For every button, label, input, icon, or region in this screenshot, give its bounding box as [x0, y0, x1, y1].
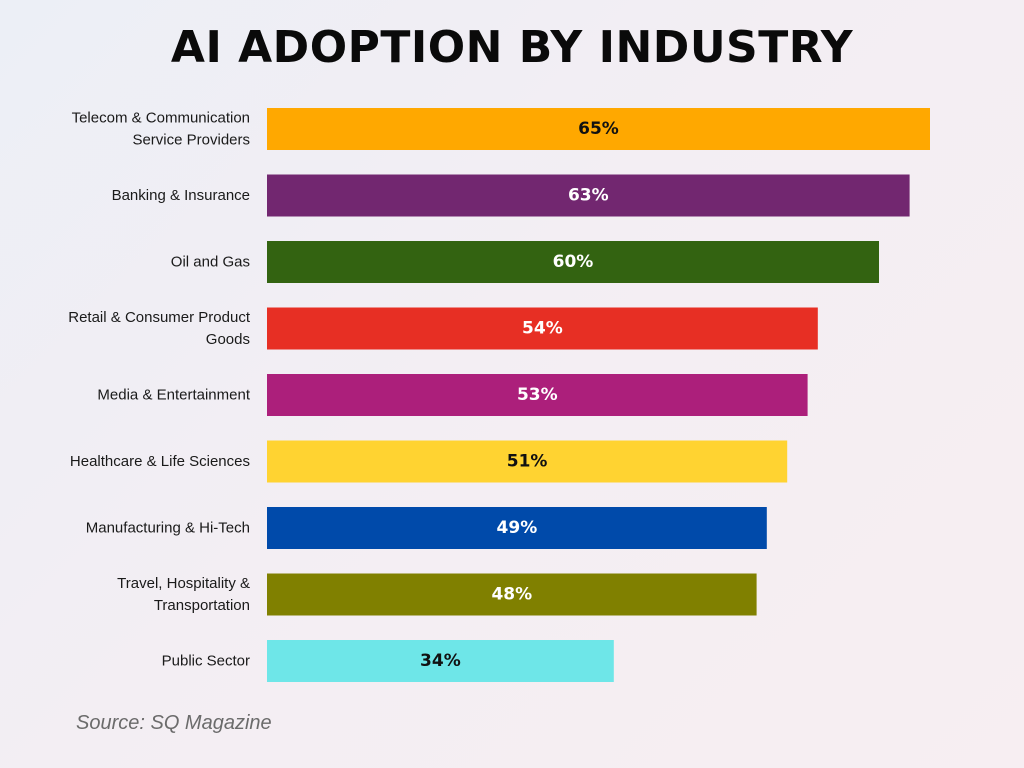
category-label-line: Healthcare & Life Sciences [70, 453, 250, 470]
source-note: Source: SQ Magazine [76, 712, 272, 734]
category-label-line: Media & Entertainment [97, 387, 250, 404]
bar-value-label-1: 65% [578, 119, 619, 139]
bar-value-label-6: 51% [507, 452, 548, 472]
category-label-line: Service Providers [132, 132, 250, 149]
category-label-6: Healthcare & Life Sciences [70, 453, 250, 470]
bar-value-label-3: 60% [553, 252, 594, 272]
category-label-1: Telecom & Communication Service Providers [72, 110, 250, 149]
category-label-line: Retail & Consumer Product [68, 309, 251, 326]
bar-4 [267, 307, 818, 350]
chart-title: AI ADOPTION BY INDUSTRY [170, 22, 854, 73]
category-label-line: Transportation [154, 597, 250, 614]
bar-value-label-7: 49% [497, 518, 538, 538]
category-label-line: Goods [206, 331, 250, 348]
bar-value-label-2: 63% [568, 186, 609, 206]
bar-7 [267, 507, 767, 549]
category-label-line: Manufacturing & Hi-Tech [86, 520, 250, 537]
bar-value-label-5: 53% [517, 385, 558, 405]
category-label-3: Oil and Gas [171, 254, 250, 271]
bar-value-label-9: 34% [420, 651, 461, 671]
category-label-5: Media & Entertainment [97, 387, 250, 404]
bar-8 [267, 573, 757, 616]
category-label-line: Telecom & Communication [72, 110, 250, 127]
bar-value-label-8: 48% [491, 585, 532, 605]
category-label-9: Public Sector [162, 653, 250, 670]
category-label-2: Banking & Insurance [112, 187, 250, 204]
category-label-line: Oil and Gas [171, 254, 250, 271]
category-label-8: Travel, Hospitality & Transportation [117, 575, 250, 614]
bar-5 [267, 374, 808, 416]
bar-2 [267, 174, 910, 217]
category-label-line: Public Sector [162, 653, 250, 670]
bar-1 [267, 108, 930, 150]
bar-value-label-4: 54% [522, 319, 563, 339]
category-label-4: Retail & Consumer Product Goods [68, 309, 251, 348]
category-label-line: Travel, Hospitality & [117, 575, 250, 592]
bar-3 [267, 241, 879, 283]
category-label-7: Manufacturing & Hi-Tech [86, 520, 250, 537]
category-label-line: Banking & Insurance [112, 187, 250, 204]
bar-6 [267, 440, 788, 483]
bar-9 [267, 640, 614, 682]
